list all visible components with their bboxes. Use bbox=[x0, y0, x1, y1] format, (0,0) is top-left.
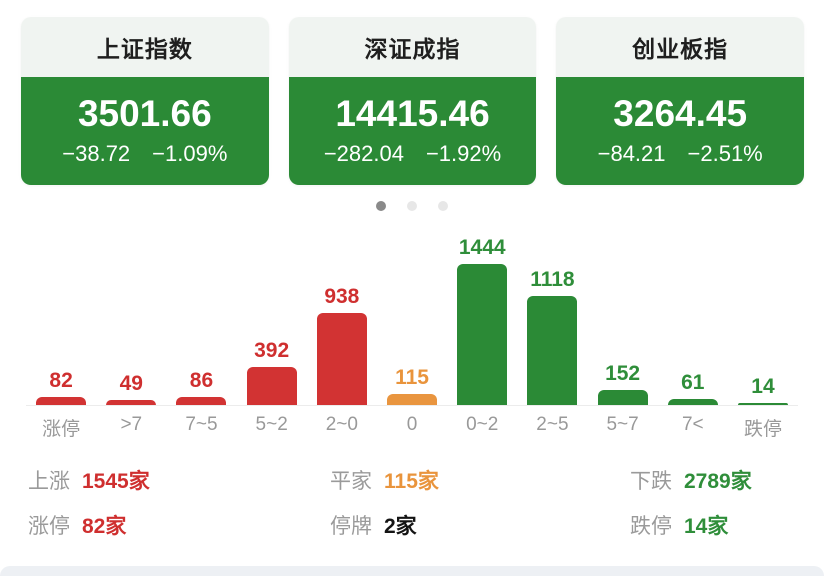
bar-value-label: 938 bbox=[324, 284, 360, 308]
summary-label: 下跌 bbox=[630, 470, 672, 493]
summary-label: 平家 bbox=[330, 470, 372, 493]
chart-category-labels: 涨停 >7 7~5 5~2 2~0 0 0~2 2~5 5~7 7< 跌停 bbox=[26, 414, 798, 441]
summary-suspended: 停牌 2家 bbox=[330, 510, 630, 540]
index-value: 3501.66 bbox=[77, 93, 212, 135]
bar-value-label: 392 bbox=[254, 338, 290, 362]
bar-category-label: 2~5 bbox=[536, 414, 569, 435]
bar bbox=[106, 400, 157, 405]
summary-down: 下跌 2789家 bbox=[630, 465, 824, 495]
bar bbox=[387, 394, 438, 405]
bar-value-label: 14 bbox=[751, 374, 775, 398]
index-change-pct: −1.09% bbox=[152, 140, 228, 166]
index-change: −84.21 bbox=[597, 140, 666, 166]
index-card-body: 3501.66 −38.72 −1.09% bbox=[21, 77, 269, 185]
index-value: 3264.45 bbox=[613, 93, 748, 135]
summary-value: 1545家 bbox=[82, 470, 150, 493]
bar-category-label: 0~2 bbox=[466, 414, 499, 435]
bar-category-label: 0 bbox=[406, 414, 418, 435]
carousel-dot[interactable] bbox=[407, 201, 417, 211]
bar-value-label: 1444 bbox=[458, 235, 506, 259]
bar bbox=[597, 390, 648, 405]
index-card-title: 上证指数 bbox=[21, 17, 269, 77]
index-change: −282.04 bbox=[323, 140, 404, 166]
bar-category-label: 跌停 bbox=[743, 419, 782, 440]
carousel-dot[interactable] bbox=[376, 201, 386, 211]
index-card-title: 深证成指 bbox=[288, 17, 537, 77]
summary-value: 14家 bbox=[684, 515, 729, 538]
bar-column: 1118 bbox=[517, 268, 587, 405]
index-change-pct: −2.51% bbox=[687, 140, 763, 166]
summary-up: 上涨 1545家 bbox=[28, 465, 330, 495]
bar-column: 938 bbox=[307, 285, 377, 405]
bar-category-label: 5~7 bbox=[606, 414, 639, 435]
bar bbox=[246, 367, 297, 405]
bar-category-label: 7< bbox=[681, 414, 704, 435]
bar-value-label: 1118 bbox=[530, 267, 575, 291]
bar-column: 115 bbox=[377, 366, 447, 405]
bar-column: 1444 bbox=[447, 236, 517, 405]
index-card-title: 创业板指 bbox=[556, 17, 805, 77]
summary-label: 跌停 bbox=[630, 515, 672, 538]
bar bbox=[457, 264, 508, 405]
index-card-body: 14415.46 −282.04 −1.92% bbox=[288, 77, 537, 185]
bar-value-label: 82 bbox=[49, 368, 73, 392]
bar-column: 152 bbox=[588, 362, 658, 405]
carousel-dot[interactable] bbox=[438, 201, 448, 211]
summary-label: 上涨 bbox=[28, 470, 70, 493]
index-value: 14415.46 bbox=[335, 93, 490, 135]
summary-flat: 平家 115家 bbox=[330, 465, 630, 495]
bar-column: 86 bbox=[166, 369, 236, 405]
bar bbox=[667, 399, 718, 405]
summary-label: 停牌 bbox=[330, 515, 372, 538]
bar-value-label: 49 bbox=[119, 371, 143, 395]
summary-value: 82家 bbox=[82, 515, 127, 538]
summary-limit-up: 涨停 82家 bbox=[28, 510, 330, 540]
index-change-pct: −1.92% bbox=[425, 140, 502, 166]
summary-label: 涨停 bbox=[28, 515, 70, 538]
bar-value-label: 152 bbox=[605, 361, 641, 385]
bar-column: 14 bbox=[728, 375, 798, 405]
index-card-chinext[interactable]: 创业板指 3264.45 −84.21 −2.51% bbox=[556, 17, 805, 185]
index-card-shenzhen[interactable]: 深证成指 14415.46 −282.04 −1.92% bbox=[288, 17, 537, 185]
bar-category-label: 2~0 bbox=[325, 414, 358, 435]
chart-bars: 82 49 86 392 938 115 1444 1118 152 61 14 bbox=[26, 233, 798, 406]
market-breadth-chart: 82 49 86 392 938 115 1444 1118 152 61 14 涨停 >7 7~5 5~… bbox=[26, 233, 798, 441]
index-cards-carousel: 上证指数 3501.66 −38.72 −1.09% 深证成指 14415.46… bbox=[0, 0, 824, 185]
bar-category-label: 5~2 bbox=[255, 414, 288, 435]
next-section-peek bbox=[0, 566, 824, 576]
bar bbox=[737, 403, 788, 405]
index-card-body: 3264.45 −84.21 −2.51% bbox=[556, 77, 805, 185]
bar-category-label: >7 bbox=[120, 414, 143, 435]
bar-category-label: 7~5 bbox=[185, 414, 218, 435]
market-summary: 上涨 1545家 平家 115家 下跌 2789家 涨停 82家 停牌 2家 跌… bbox=[0, 465, 824, 540]
bar bbox=[176, 397, 227, 405]
summary-value: 115家 bbox=[384, 470, 439, 493]
bar bbox=[36, 397, 87, 405]
bar-value-label: 61 bbox=[681, 370, 705, 394]
bar-column: 392 bbox=[237, 339, 307, 405]
bar-column: 49 bbox=[96, 372, 166, 405]
bar-column: 61 bbox=[658, 371, 728, 405]
summary-value: 2789家 bbox=[684, 470, 752, 493]
index-card-shanghai[interactable]: 上证指数 3501.66 −38.72 −1.09% bbox=[21, 17, 269, 185]
bar bbox=[316, 313, 367, 405]
bar-value-label: 86 bbox=[189, 368, 214, 392]
bar bbox=[527, 296, 578, 405]
bar-value-label: 115 bbox=[395, 365, 429, 389]
summary-limit-down: 跌停 14家 bbox=[630, 510, 824, 540]
summary-value: 2家 bbox=[384, 515, 417, 538]
index-change: −38.72 bbox=[62, 140, 131, 166]
bar-category-label: 涨停 bbox=[42, 419, 81, 440]
bar-column: 82 bbox=[26, 369, 96, 405]
carousel-dots bbox=[0, 201, 824, 211]
